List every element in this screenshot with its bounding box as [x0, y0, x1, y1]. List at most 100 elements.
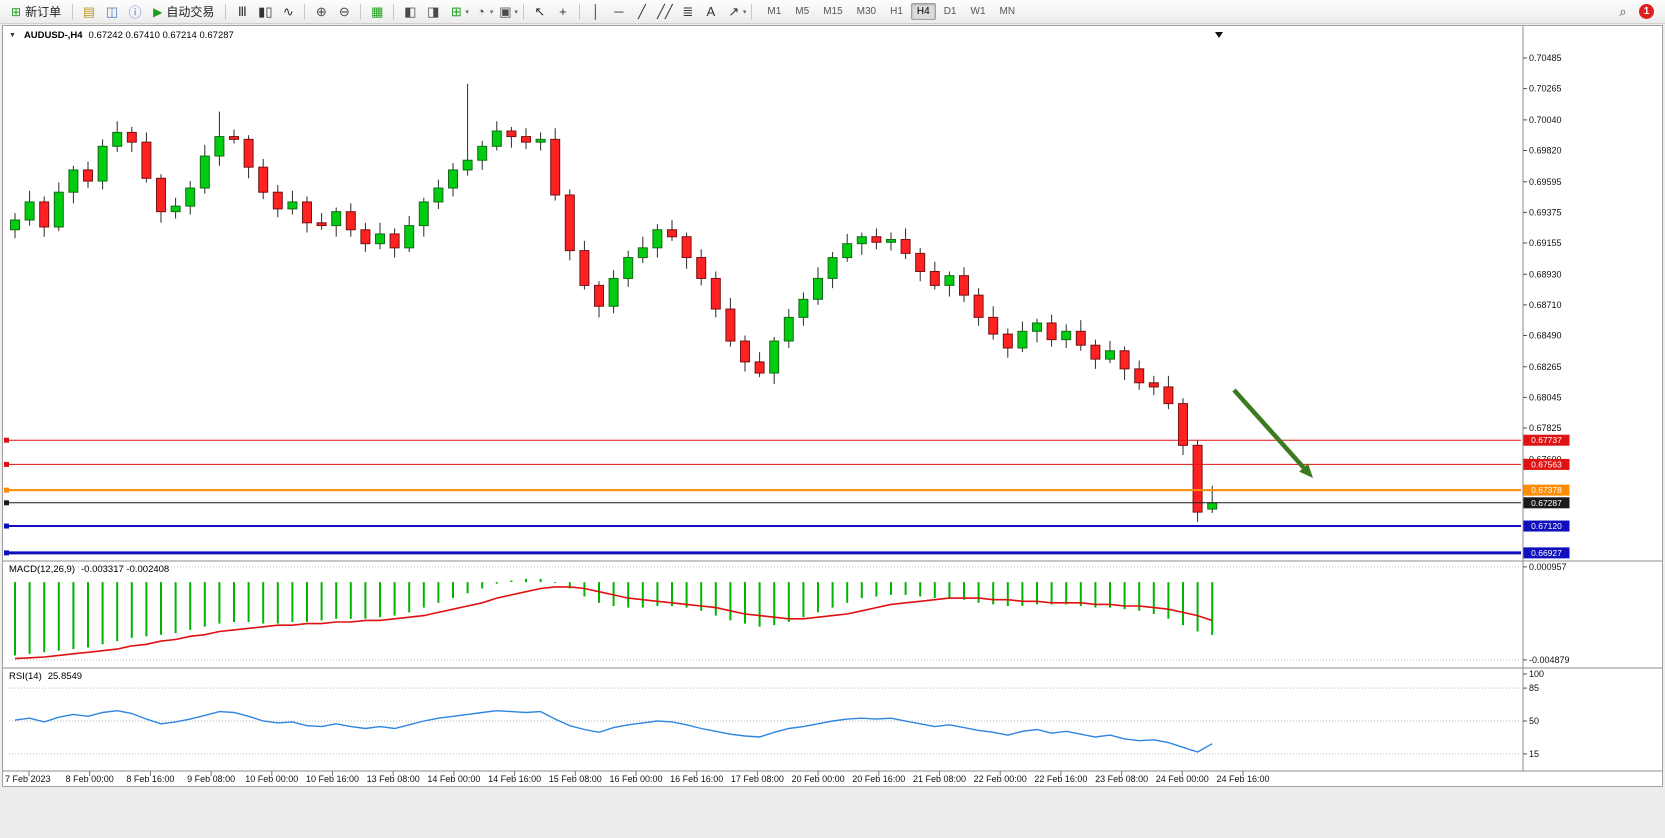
candle — [1032, 318, 1042, 343]
candle — [1002, 328, 1013, 358]
hline-handle[interactable] — [4, 461, 9, 467]
timeframe-h1[interactable]: H1 — [890, 6, 903, 17]
candle — [783, 309, 794, 348]
candle — [126, 126, 137, 152]
timeframe-m30[interactable]: M30 — [856, 6, 877, 17]
chart-shift-icon[interactable]: ◨ — [427, 3, 440, 19]
candle — [316, 213, 327, 230]
data-window-icon[interactable]: ⓘ — [128, 5, 142, 20]
notification-badge[interactable]: 1 — [1639, 4, 1654, 19]
timeframe-mn[interactable]: MN — [999, 6, 1016, 17]
price-axis-label: 0.70265 — [1529, 84, 1562, 94]
cursor-icon[interactable]: ↖ — [534, 3, 546, 19]
price-axis-label: 0.68265 — [1529, 362, 1562, 372]
candle — [1105, 341, 1115, 364]
chart-canvas[interactable]: 0.70485 0.70265 0.70040 0.69820 0.69595 0.693… — [3, 26, 1662, 786]
time-axis[interactable]: 7 Feb 2023 8 Feb 00:00 8 Feb 16:00 9 Feb 08… — [5, 771, 1270, 784]
macd-axis-label: 0.000957 — [1529, 562, 1567, 572]
arrow-tool-icon[interactable]: ↗ — [728, 3, 740, 19]
template-caret-icon[interactable]: ▾ — [514, 8, 518, 16]
date-label: 10 Feb 00:00 — [245, 774, 298, 784]
channel-tool-icon[interactable]: ╱╱ — [657, 3, 673, 19]
hline-handle[interactable] — [4, 500, 9, 506]
date-label: 9 Feb 08:00 — [187, 774, 235, 784]
candle — [521, 128, 531, 150]
chart-window: 0.70485 0.70265 0.70040 0.69820 0.69595 0.693… — [2, 25, 1663, 787]
date-label: 24 Feb 00:00 — [1156, 774, 1209, 784]
price-axis[interactable]: 0.70485 0.70265 0.70040 0.69820 0.69595 0.693… — [1523, 53, 1562, 464]
candle — [83, 161, 93, 189]
candle — [608, 270, 619, 314]
price-axis-label: 0.68490 — [1529, 330, 1562, 340]
text-tool-icon[interactable]: A — [706, 4, 716, 19]
line-chart-icon[interactable]: ∿ — [282, 3, 294, 19]
macd-histogram — [14, 578, 1214, 656]
toolbar-separator — [393, 3, 395, 20]
arrow-tool-caret-icon[interactable]: ▾ — [742, 8, 747, 16]
timeframe-m15[interactable]: M15 — [823, 6, 843, 17]
candle — [769, 336, 780, 385]
candle — [973, 288, 984, 326]
candle — [652, 224, 663, 258]
candle — [1163, 375, 1174, 410]
timeframe-m5[interactable]: M5 — [795, 6, 810, 17]
arrow-annotation[interactable] — [1232, 388, 1313, 478]
candle — [842, 233, 853, 262]
timeframe-w1[interactable]: W1 — [970, 6, 986, 17]
candle — [564, 189, 575, 261]
price-axis-label: 0.69155 — [1529, 238, 1562, 248]
price-axis-label: 0.68045 — [1529, 392, 1562, 402]
new-chart-icon[interactable]: ⊞ — [450, 3, 462, 19]
candlestick-chart-icon[interactable]: ▮▯ — [258, 3, 273, 19]
candle — [258, 158, 269, 200]
bottom-margin — [0, 787, 1665, 838]
search-icon[interactable]: ⌕ — [1619, 3, 1627, 19]
candle — [199, 144, 210, 194]
period-caret-icon[interactable]: ▾ — [489, 8, 494, 16]
date-label: 7 Feb 2023 — [5, 774, 51, 784]
candle — [696, 249, 707, 286]
fibonacci-tool-icon[interactable]: ≣ — [682, 3, 694, 19]
macd-signal-line — [14, 586, 1213, 660]
rsi-axis-label: 85 — [1529, 683, 1539, 693]
candle — [623, 250, 634, 287]
candle — [141, 132, 152, 183]
autotrading-button[interactable]: ▶ 自动交易 — [147, 2, 220, 22]
candle — [725, 297, 736, 347]
hline-handle[interactable] — [4, 487, 9, 493]
vertical-line-tool-icon[interactable]: │ — [591, 4, 600, 19]
horizontal-line-tool-icon[interactable]: ─ — [614, 4, 624, 19]
main-toolbar: ⊞ 新订单 ▤ ◫ ⓘ ▶ 自动交易 Ⅲ ▮▯ ∿ ⊕ ⊖ ▦ ◧ ◨ ⊞ ▾ … — [0, 0, 1665, 24]
auto-scroll-icon[interactable]: ◧ — [404, 3, 417, 19]
candle — [418, 197, 429, 237]
hline-handle[interactable] — [4, 437, 9, 443]
zoom-out-icon[interactable]: ⊖ — [338, 3, 350, 19]
candle — [667, 220, 677, 241]
new-order-button[interactable]: ⊞ 新订单 — [5, 2, 67, 22]
hline-handle[interactable] — [4, 523, 9, 529]
new-chart-caret-icon[interactable]: ▾ — [465, 8, 469, 16]
candle — [448, 163, 458, 197]
trendline-tool-icon[interactable]: ╱ — [637, 3, 646, 19]
bar-chart-icon[interactable]: Ⅲ — [237, 3, 247, 19]
template-icon[interactable]: ▣ — [499, 3, 512, 19]
crosshair-icon[interactable]: + — [559, 4, 567, 19]
price-badge — [1523, 520, 1570, 532]
hline-handle[interactable] — [4, 550, 9, 556]
candle — [491, 121, 502, 151]
timeframe-d1[interactable]: D1 — [943, 6, 957, 17]
chart-list-icon[interactable]: ▤ — [82, 3, 96, 19]
candle — [1134, 360, 1145, 390]
zoom-in-icon[interactable]: ⊕ — [315, 3, 327, 19]
tile-windows-icon[interactable]: ▦ — [371, 3, 384, 19]
timeframe-m1[interactable]: M1 — [767, 6, 782, 17]
price-badge — [1523, 434, 1570, 446]
date-label: 22 Feb 00:00 — [974, 774, 1027, 784]
candle — [433, 179, 444, 209]
period-clock-icon[interactable]: ◔ — [476, 4, 485, 19]
price-badge — [1523, 484, 1570, 496]
candle — [10, 213, 20, 239]
navigator-icon[interactable]: ◫ — [105, 3, 119, 19]
candle — [389, 228, 400, 258]
timeframe-h4[interactable]: H4 — [910, 3, 936, 20]
